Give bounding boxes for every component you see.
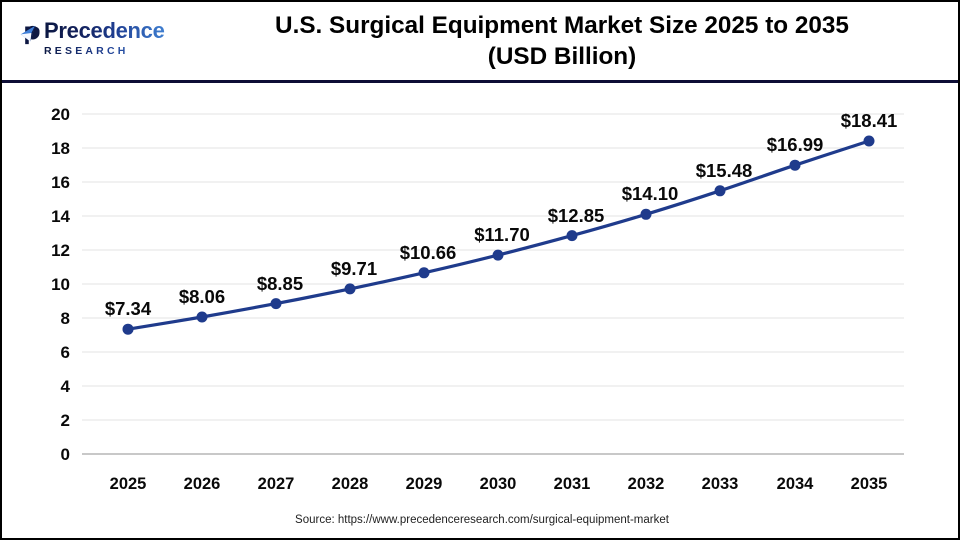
svg-text:$9.71: $9.71: [331, 258, 377, 279]
svg-text:8: 8: [61, 309, 70, 328]
svg-text:2032: 2032: [628, 475, 665, 493]
svg-text:$7.34: $7.34: [105, 298, 152, 319]
svg-text:2033: 2033: [702, 475, 739, 493]
svg-text:$12.85: $12.85: [548, 205, 605, 226]
svg-text:10: 10: [51, 275, 70, 294]
svg-text:2029: 2029: [406, 475, 443, 493]
svg-text:18: 18: [51, 139, 70, 158]
svg-text:$8.85: $8.85: [257, 273, 303, 294]
svg-text:2035: 2035: [851, 475, 888, 493]
svg-text:2030: 2030: [480, 475, 517, 493]
svg-text:$16.99: $16.99: [767, 134, 824, 155]
svg-text:14: 14: [51, 207, 70, 226]
svg-text:$15.48: $15.48: [696, 160, 753, 181]
svg-text:2028: 2028: [332, 475, 369, 493]
svg-text:12: 12: [51, 241, 70, 260]
svg-text:2025: 2025: [110, 475, 147, 493]
svg-text:2031: 2031: [554, 475, 591, 493]
svg-text:16: 16: [51, 173, 70, 192]
svg-text:$8.06: $8.06: [179, 286, 225, 307]
svg-text:$14.10: $14.10: [622, 183, 679, 204]
svg-text:$10.66: $10.66: [400, 242, 457, 263]
svg-text:6: 6: [61, 343, 70, 362]
svg-text:0: 0: [61, 445, 70, 464]
svg-text:$11.70: $11.70: [474, 224, 530, 245]
svg-text:2026: 2026: [184, 475, 221, 493]
svg-text:2027: 2027: [258, 475, 295, 493]
svg-text:2034: 2034: [777, 475, 815, 493]
svg-text:2: 2: [61, 411, 70, 430]
svg-text:4: 4: [61, 377, 71, 396]
svg-text:20: 20: [51, 105, 70, 124]
svg-text:$18.41: $18.41: [841, 110, 898, 131]
